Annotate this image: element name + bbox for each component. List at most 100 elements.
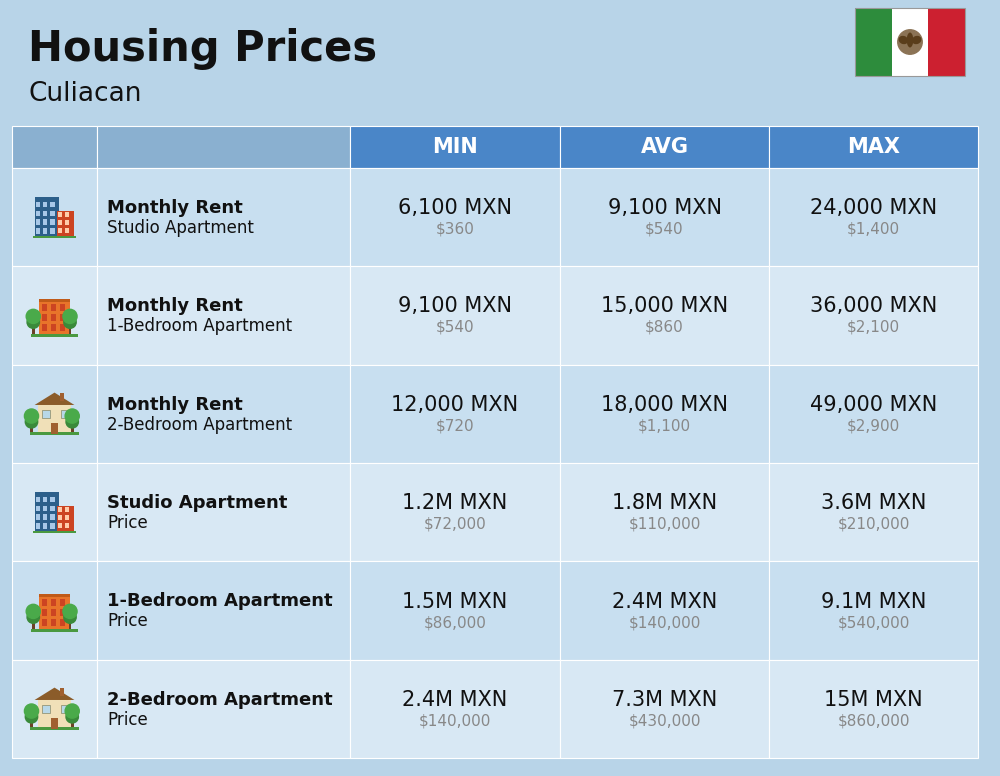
Circle shape [64,316,76,328]
Bar [97,126,350,168]
Bar [350,561,560,660]
Bar [30,727,79,730]
Text: 2.4M MXN: 2.4M MXN [612,591,717,611]
Text: $2,900: $2,900 [847,418,900,433]
Bar [43,497,47,502]
Text: 1.8M MXN: 1.8M MXN [612,494,717,513]
Bar [50,505,55,511]
Bar [60,619,65,626]
Bar [12,365,97,463]
Text: AVG: AVG [641,137,689,157]
Bar [36,210,40,217]
Bar [71,426,74,434]
Circle shape [26,310,40,324]
Circle shape [64,611,76,623]
Bar [855,8,965,76]
Circle shape [27,611,39,623]
Bar [97,660,350,758]
Bar [42,599,47,605]
Bar [36,202,40,207]
Bar [36,514,40,520]
Bar [71,721,74,729]
Bar [560,266,769,365]
Bar [560,561,769,660]
Text: Price: Price [107,711,148,729]
Bar [350,266,560,365]
Bar [36,497,40,502]
Bar [39,594,70,598]
Bar [38,405,71,434]
Bar [61,705,69,713]
Bar [39,300,70,335]
Text: 1-Bedroom Apartment: 1-Bedroom Apartment [107,317,292,335]
Text: Studio Apartment: Studio Apartment [107,219,254,237]
Bar [43,505,47,511]
Bar [60,314,65,320]
Bar [69,622,71,630]
Bar [43,523,47,529]
Bar [50,220,55,225]
Bar [51,609,56,616]
Text: 9.1M MXN: 9.1M MXN [821,591,926,611]
Text: MAX: MAX [847,137,900,157]
Bar [51,599,56,605]
Bar [69,327,71,335]
Ellipse shape [912,36,921,44]
Text: $210,000: $210,000 [837,517,910,532]
Bar [35,197,59,237]
Bar [33,531,76,533]
Text: 6,100 MXN: 6,100 MXN [398,198,512,218]
Bar [43,220,47,225]
Text: 9,100 MXN: 9,100 MXN [398,296,512,317]
Text: 15M MXN: 15M MXN [824,690,923,710]
Circle shape [63,605,77,618]
Bar [36,220,40,225]
Bar [560,365,769,463]
Bar [855,8,892,76]
Bar [42,324,47,331]
Text: $110,000: $110,000 [628,517,701,532]
Bar [350,126,560,168]
Text: $860: $860 [645,320,684,335]
Bar [42,411,50,418]
Bar [97,168,350,266]
Circle shape [24,409,39,423]
Bar [50,523,55,529]
Text: Monthly Rent: Monthly Rent [107,297,243,316]
Bar [50,497,55,502]
Circle shape [65,409,79,423]
Bar [769,126,978,168]
Bar [31,334,78,337]
Bar [12,266,97,365]
Bar [12,660,97,758]
Text: $360: $360 [435,222,474,237]
Text: 49,000 MXN: 49,000 MXN [810,395,937,415]
Bar [60,324,65,331]
Text: 36,000 MXN: 36,000 MXN [810,296,937,317]
Bar [42,314,47,320]
Text: 2-Bedroom Apartment: 2-Bedroom Apartment [107,691,333,708]
Text: 3.6M MXN: 3.6M MXN [821,494,926,513]
Text: $540: $540 [436,320,474,335]
Bar [58,515,62,520]
Bar [35,492,59,532]
Bar [42,304,47,310]
Text: 2.4M MXN: 2.4M MXN [402,690,508,710]
Bar [58,213,62,217]
Bar [769,561,978,660]
Bar [350,463,560,561]
Bar [350,168,560,266]
Bar [43,202,47,207]
Bar [58,508,62,511]
Bar [42,705,50,713]
Bar [51,304,56,310]
Bar [30,426,33,434]
Bar [12,463,97,561]
Circle shape [66,416,78,428]
Bar [51,314,56,320]
Bar [65,228,69,233]
Text: Monthly Rent: Monthly Rent [107,396,243,414]
Bar [51,423,58,434]
Circle shape [26,605,40,618]
Text: 1-Bedroom Apartment: 1-Bedroom Apartment [107,593,333,611]
